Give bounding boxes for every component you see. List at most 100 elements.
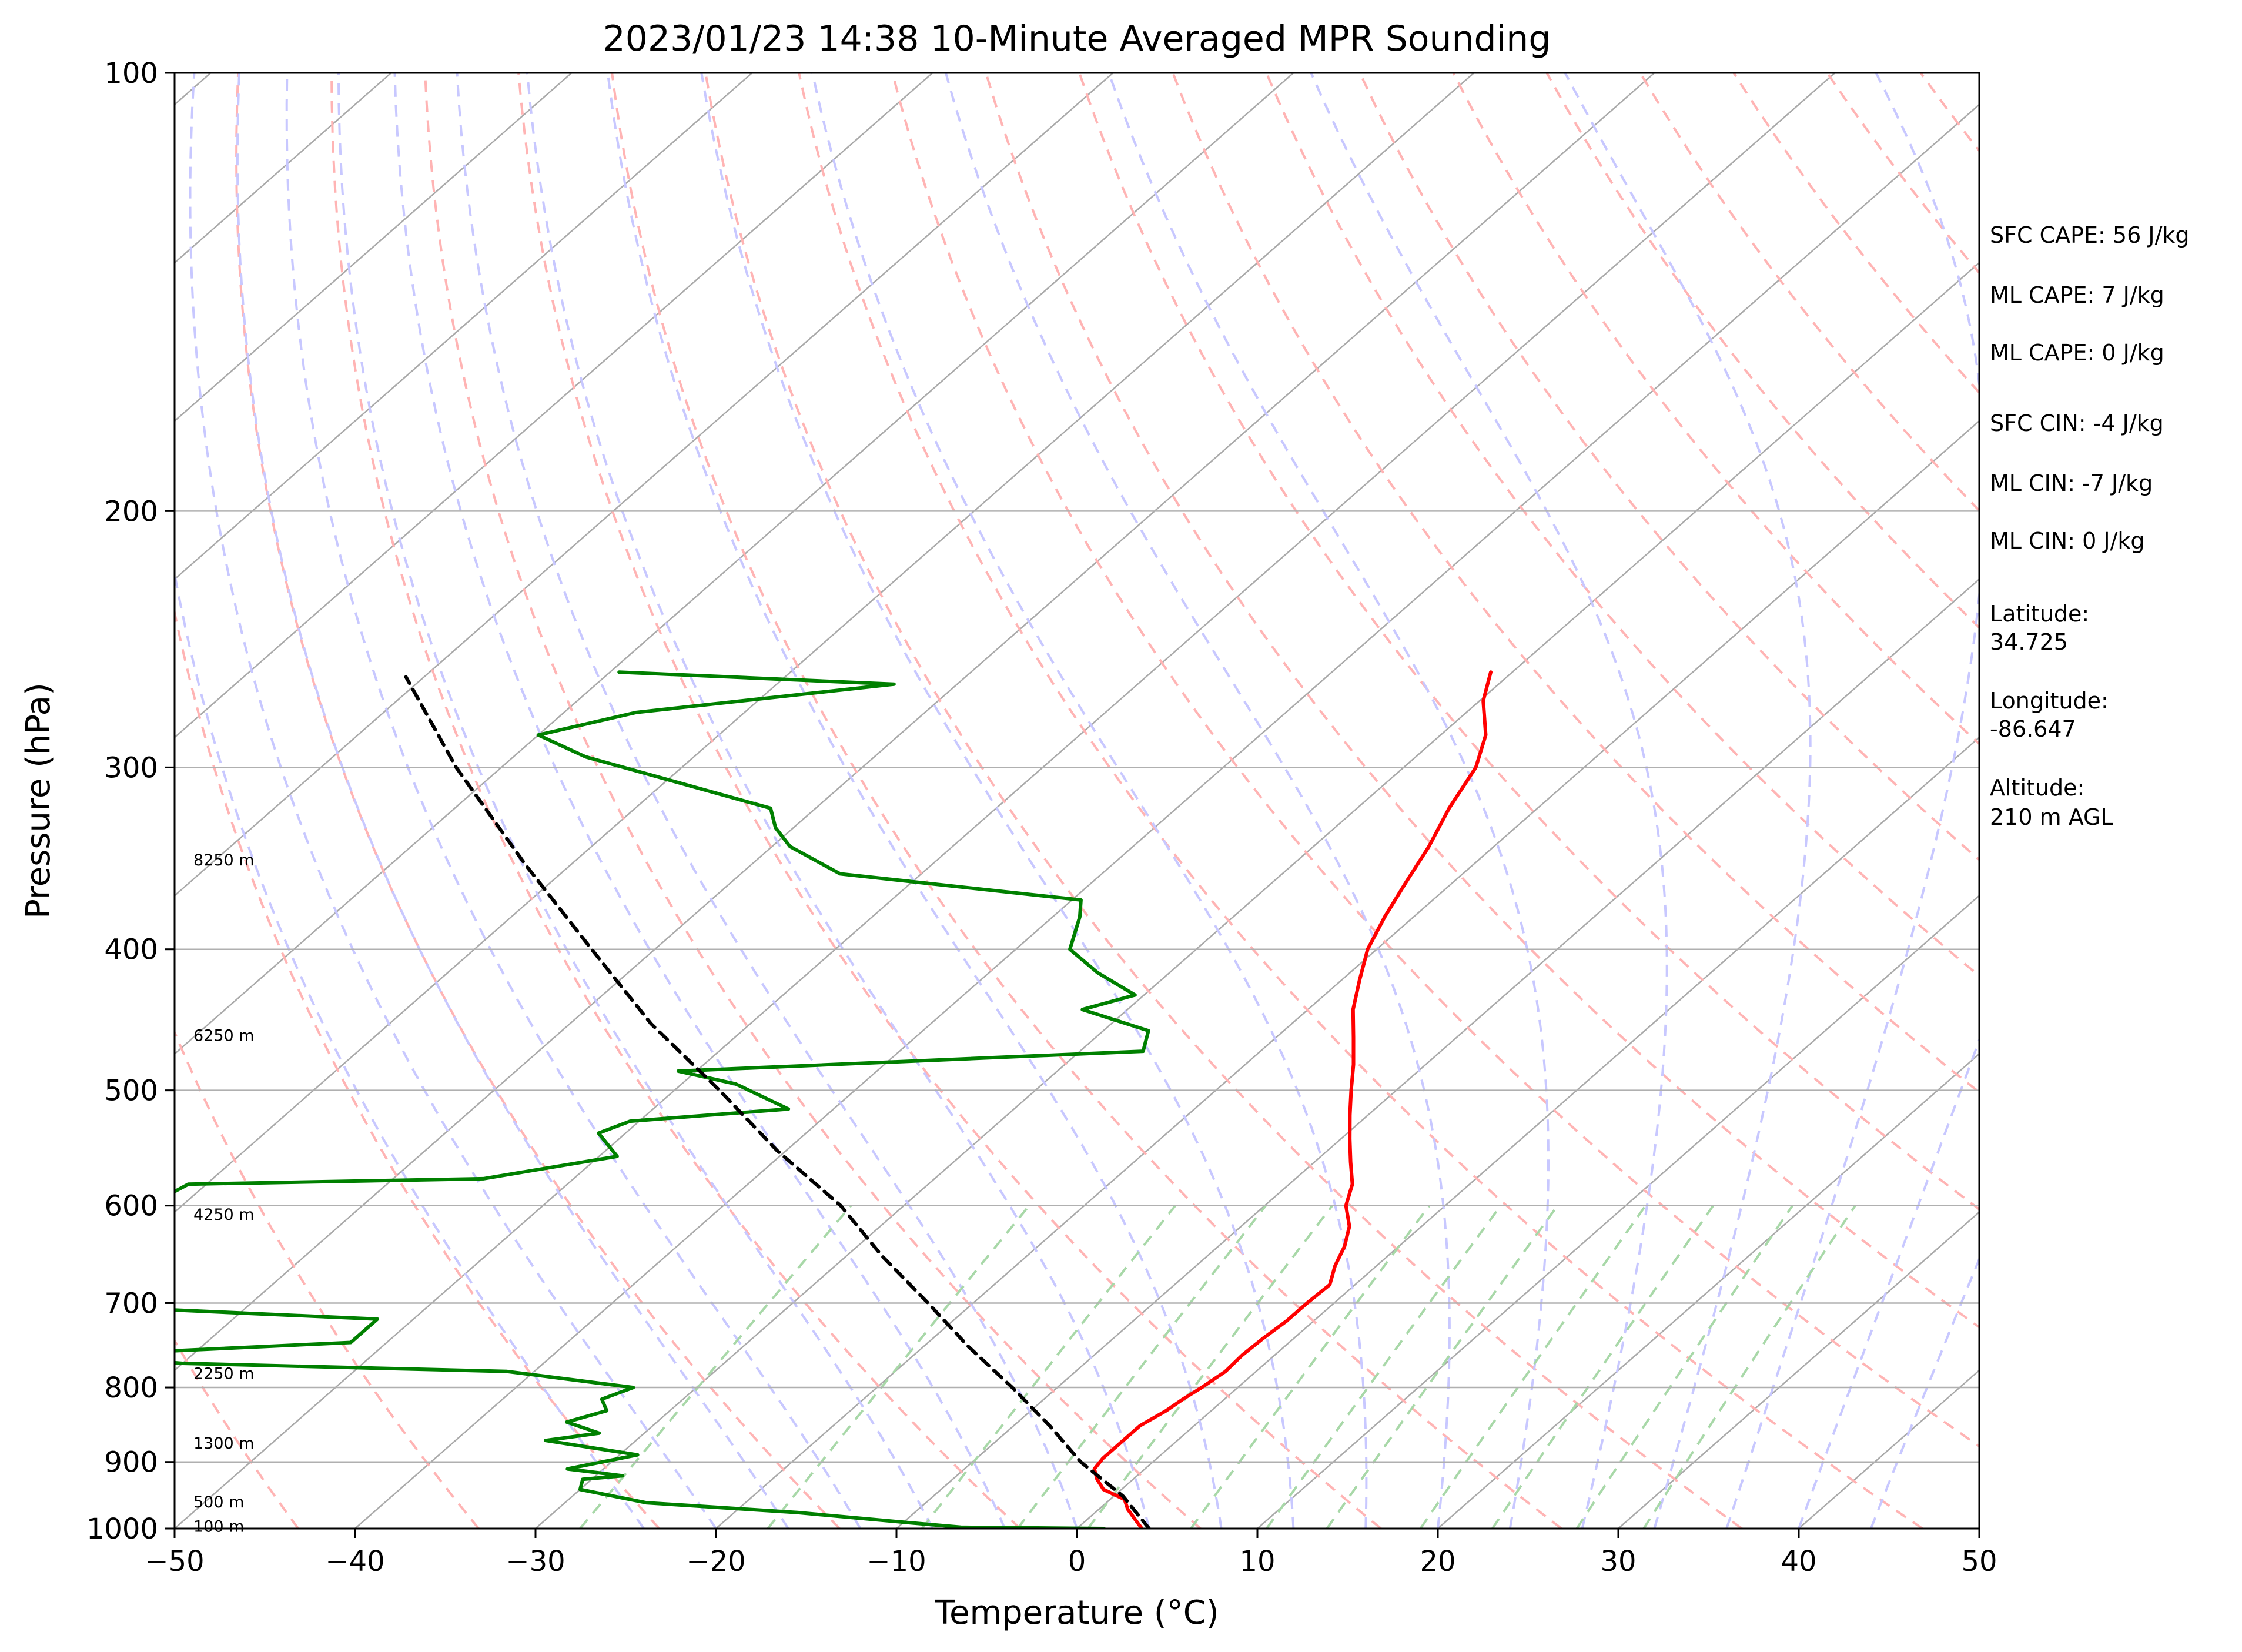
moist-adiabat-line [175,567,645,1529]
x-tick-label: 30 [1600,1545,1636,1578]
moist-adiabat-line [1798,1036,1979,1529]
isotherm-line [175,73,573,422]
info-panel-line: -86.647 [1990,716,2076,742]
isotherm-line [175,73,1655,1372]
isotherm-line [1618,1211,1979,1529]
y-tick-label: 400 [104,934,158,967]
isotherm-line [1076,736,1979,1529]
info-panel-line: ML CIN: -7 J/kg [1990,470,2153,496]
dry-adiabat-line [1265,73,1979,978]
y-tick-label: 600 [104,1190,158,1223]
y-tick-label: 100 [104,57,158,90]
height-label: 4250 m [193,1206,255,1224]
info-panel-line: ML CAPE: 7 J/kg [1990,282,2164,308]
moist-adiabat-line [811,73,1368,1529]
x-tick-label: 20 [1420,1545,1455,1578]
info-panel-line: SFC CIN: -4 J/kg [1990,410,2164,436]
chart-title: 2023/01/23 14:38 10-Minute Averaged MPR … [603,18,1551,59]
dry-adiabat-line [1358,73,1979,862]
dry-adiabat-line [985,73,1979,1329]
x-tick-label: 10 [1239,1545,1275,1578]
y-tick-label: 800 [104,1372,158,1404]
height-labels: 8250 m 6250 m 4250 m 2250 m 1300 m 500 m 100 m [193,851,255,1536]
x-axis: −50 −40 −30 −20 −10 0 10 20 30 40 50 [145,1529,1997,1578]
y-tick-label: 1000 [86,1513,158,1546]
info-panel-line: 210 m AGL [1990,804,2113,830]
isotherm-line [175,73,1114,897]
info-panel-line: 34.725 [1990,629,2068,655]
info-panel-line: ML CIN: 0 J/kg [1990,528,2144,554]
y-tick-label: 500 [104,1075,158,1108]
info-panel-line: ML CAPE: 0 J/kg [1990,340,2164,366]
height-label: 2250 m [193,1365,255,1383]
mixing-ratio-line [921,1205,1176,1529]
dry-adiabat-line [330,73,1021,1529]
moist-adiabat-line [285,73,862,1529]
info-panel-line: Altitude: [1990,775,2084,801]
x-tick-label: 0 [1068,1545,1086,1578]
info-panel: SFC CAPE: 56 J/kg ML CAPE: 7 J/kg ML CAPE:… [1990,222,2190,830]
dry-adiabat-line [611,73,1562,1529]
dry-adiabat-line [891,73,1979,1448]
y-tick-label: 700 [104,1287,158,1320]
isotherm-line [175,73,753,580]
dry-adiabat-line [424,73,1202,1529]
dry-adiabat-line [175,1029,480,1529]
y-axis: 100 200 300 400 500 600 700 800 900 1000 [86,57,175,1546]
mixing-ratio-line [1087,1205,1333,1529]
pressure-gridlines [175,73,1979,1529]
dewpoint-line [175,670,1150,1529]
moist-adiabat-line [1107,73,1550,1529]
x-tick-label: −50 [145,1545,204,1578]
moist-adiabat-line [944,73,1451,1529]
mixing-ratio-line [1016,1205,1267,1529]
height-label: 6250 m [193,1026,255,1045]
isotherm-line [1437,1052,1979,1529]
moist-adiabat-line [526,73,1150,1529]
moist-adiabat-line [456,73,1078,1529]
temperature-line [1092,670,1493,1529]
moist-adiabat-line [1725,73,1979,1529]
isotherm-line [175,73,1475,1213]
y-axis-label: Pressure (hPa) [19,683,58,919]
isotherm-line [354,103,1979,1529]
height-label: 500 m [193,1493,244,1511]
dry-adiabat-line [517,73,1382,1529]
isotherm-line [715,420,1979,1529]
isotherm-line [175,73,1294,1055]
x-tick-label: −20 [686,1545,745,1578]
moist-adiabat-line [1310,73,1668,1529]
dry-adiabat-line [175,607,660,1529]
x-tick-label: −10 [866,1545,926,1578]
isotherm-line [896,578,1979,1529]
moist-adiabat-line [700,73,1295,1529]
dry-adiabat-line [235,73,841,1529]
info-panel-line: Latitude: [1990,601,2089,627]
y-tick-label: 200 [104,495,158,528]
height-label: 100 m [193,1518,244,1536]
moist-adiabat-line [1869,1256,1979,1529]
isotherm-line [1257,894,1979,1529]
parcel-path-line [404,675,1151,1529]
height-label: 1300 m [193,1434,255,1453]
moist-adiabat-line [606,73,1223,1529]
height-label: 8250 m [193,851,255,870]
dry-adiabat-line [1078,73,1979,1211]
info-panel-line: SFC CAPE: 56 J/kg [1990,222,2190,248]
x-axis-label: Temperature (°C) [934,1594,1219,1632]
dry-adiabat-line [798,73,1923,1529]
info-panel-line: Longitude: [1990,688,2109,714]
x-tick-label: 50 [1961,1545,1997,1578]
moist-adiabat-line [337,73,934,1529]
background-lines [175,73,1979,1529]
x-tick-label: 40 [1781,1545,1816,1578]
series-group [175,670,1493,1529]
moist-adiabat-line [1564,73,1812,1529]
x-tick-label: −40 [325,1545,384,1578]
moist-adiabat-line [189,73,717,1529]
isotherm-line [535,262,1979,1529]
y-tick-label: 300 [104,751,158,784]
y-tick-label: 900 [104,1446,158,1479]
